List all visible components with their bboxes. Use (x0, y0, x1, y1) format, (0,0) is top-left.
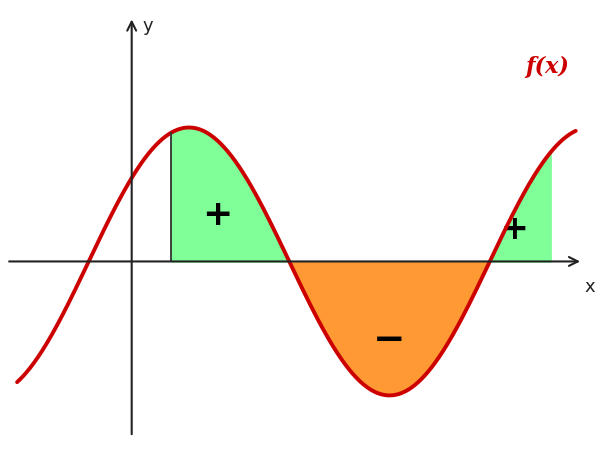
Text: f(x): f(x) (526, 57, 569, 79)
Text: x: x (585, 278, 595, 296)
Text: −: − (373, 321, 406, 359)
Text: y: y (142, 17, 153, 35)
Text: +: + (202, 198, 233, 232)
Text: +: + (501, 213, 529, 246)
